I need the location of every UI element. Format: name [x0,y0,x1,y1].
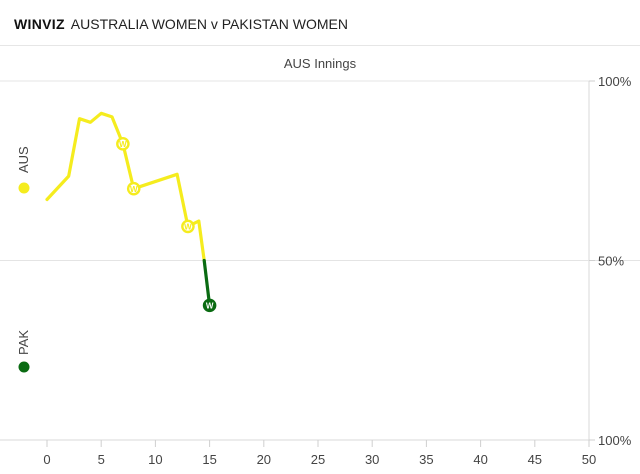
wicket-label: W [184,223,192,232]
x-tick-label: 25 [311,452,325,467]
x-axis-ticks: 0 5 10 15 20 25 30 35 40 45 50 [43,440,596,467]
team-markers: AUS PAK [16,146,31,373]
x-tick-label: 5 [98,452,105,467]
x-tick-label: 0 [43,452,50,467]
x-tick-label: 45 [528,452,542,467]
wicket-marker [202,298,217,313]
wicket-markers: W W W W [116,137,217,313]
wicket-label: W [130,185,138,194]
chart-frame [0,80,640,441]
team-label-top: AUS [16,146,31,173]
x-tick-label: 10 [148,452,162,467]
x-tick-label: 20 [257,452,271,467]
wicket-label: W [119,140,127,149]
y-tick-label: 100% [598,74,632,89]
match-title: AUSTRALIA WOMEN v PAKISTAN WOMEN [70,16,348,32]
x-tick-label: 50 [582,452,596,467]
series-line-aus [45,111,206,263]
x-tick-label: 15 [202,452,216,467]
x-tick-label: 30 [365,452,379,467]
chart-title: AUS Innings [283,56,357,71]
wicket-marker [181,219,195,234]
y-tick-label: 100% [598,433,632,448]
series-line-pak [202,258,212,307]
team-label-bottom: PAK [16,330,31,355]
y-tick-label: 50% [598,254,624,269]
wicket-marker [126,181,141,196]
x-tick-label: 40 [473,452,487,467]
wicket-label: W [206,302,214,311]
app-header: WINVIZ AUSTRALIA WOMEN v PAKISTAN WOMEN [14,12,348,36]
team-dot-top [18,182,30,194]
wicket-marker [116,137,130,151]
y-axis-ticks: 100% 50% 100% [589,74,632,448]
x-tick-label: 35 [419,452,433,467]
header-divider [0,45,640,46]
team-dot-bottom [18,361,30,373]
brand-logo[interactable]: WINVIZ [14,16,65,32]
